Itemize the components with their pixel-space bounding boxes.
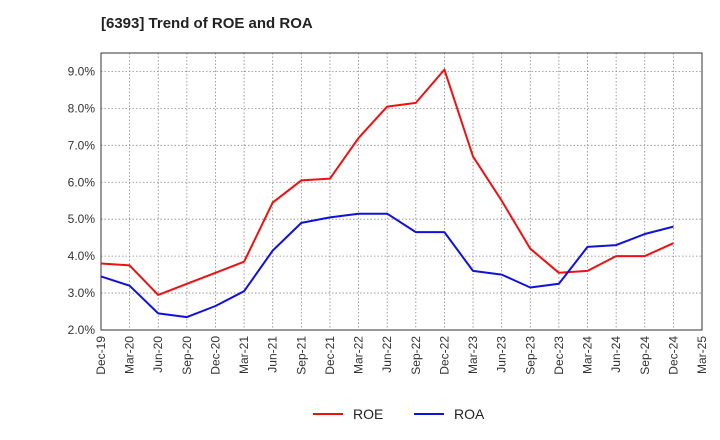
x-tick-label: Jun-21 <box>266 336 280 373</box>
axes <box>100 52 703 331</box>
y-tick-label: 6.0% <box>68 175 96 189</box>
x-tick-label: Dec-20 <box>208 336 222 375</box>
y-tick-label: 8.0% <box>68 101 96 115</box>
y-tick-label: 3.0% <box>68 286 96 300</box>
x-tick-label: Sep-24 <box>638 336 652 375</box>
x-tick-label: Mar-23 <box>466 336 480 374</box>
x-tick-label: Mar-24 <box>581 336 595 374</box>
chart-title: [6393] Trend of ROE and ROA <box>101 15 313 32</box>
legend-label-roe: ROE <box>353 406 383 422</box>
legend-label-roa: ROA <box>454 406 485 422</box>
x-tick-label: Dec-21 <box>323 336 337 375</box>
x-tick-label: Dec-24 <box>666 336 680 375</box>
y-tick-label: 2.0% <box>68 323 96 337</box>
x-tick-label: Sep-22 <box>409 336 423 375</box>
plot-frame <box>100 52 703 331</box>
y-tick-label: 7.0% <box>68 138 96 152</box>
x-tick-label: Mar-22 <box>352 336 366 374</box>
x-tick-label: Dec-23 <box>552 336 566 375</box>
x-tick-label: Jun-20 <box>151 336 165 373</box>
y-tick-label: 5.0% <box>68 212 96 226</box>
x-tick-label: Jun-23 <box>495 336 509 373</box>
series-line-roa <box>100 212 674 319</box>
y-tick-labels: 2.0% 3.0% 4.0% 5.0% 6.0% 7.0% 8.0% 9.0% <box>68 64 96 337</box>
x-tick-label: Jun-24 <box>609 336 623 373</box>
legend: ROE ROA <box>313 406 485 422</box>
x-tick-label: Mar-21 <box>237 336 251 374</box>
series-line-roe <box>100 68 674 296</box>
series-lines <box>100 68 674 319</box>
x-tick-label: Mar-20 <box>123 336 137 374</box>
x-tick-label: Sep-20 <box>180 336 194 375</box>
x-tick-label: Dec-22 <box>437 336 451 375</box>
x-tick-label: Jun-22 <box>380 336 394 373</box>
x-tick-label: Dec-19 <box>94 336 108 375</box>
x-tick-label: Sep-21 <box>294 336 308 375</box>
x-tick-label: Mar-25 <box>695 336 709 374</box>
y-tick-label: 9.0% <box>68 64 96 78</box>
x-tick-label: Sep-23 <box>523 336 537 375</box>
grid <box>101 53 702 331</box>
x-tick-labels: Dec-19 Mar-20 Jun-20 Sep-20 Dec-20 Mar-21 Jun-… <box>94 336 709 375</box>
y-tick-label: 4.0% <box>68 249 96 263</box>
